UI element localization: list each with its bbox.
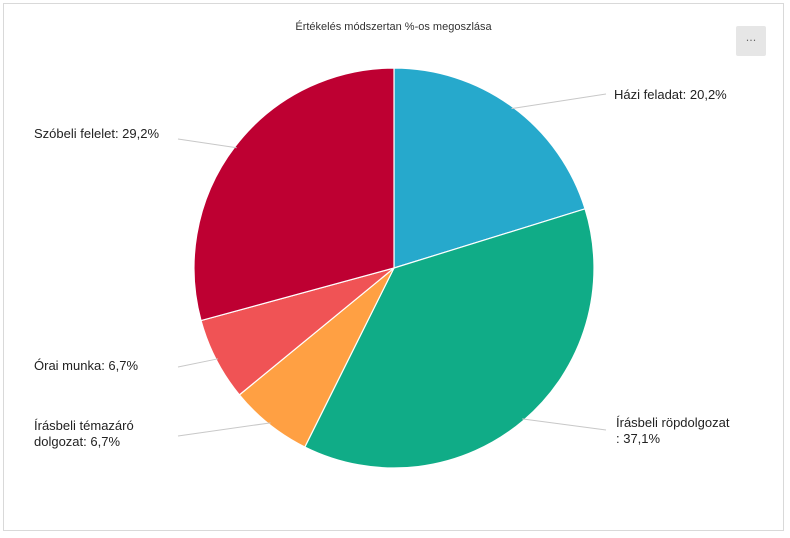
pie-slice-szóbeli-felelet[interactable] <box>193 67 395 322</box>
leader-line <box>522 418 607 431</box>
leader-line <box>177 422 271 437</box>
leader-line <box>511 93 607 110</box>
chart-menu-button[interactable]: ··· <box>736 26 766 56</box>
pie-slice-írásbeli-röpdolgozat[interactable] <box>303 208 595 469</box>
slice-label: Írásbeli témazáró dolgozat: 6,7% <box>34 418 134 449</box>
leader-line <box>177 138 237 149</box>
slice-label: Szóbeli felelet: 29,2% <box>34 126 159 141</box>
pie-slice-házi-feladat[interactable] <box>393 67 586 269</box>
chart-title: Értékelés módszertan %-os megoszlása <box>295 21 492 33</box>
slice-label: Írásbeli röpdolgozat: 37,1% <box>616 415 730 446</box>
slice-label: Házi feladat: 20,2% <box>614 87 727 102</box>
slice-label: Órai munka: 6,7% <box>34 358 138 373</box>
leader-line <box>177 358 219 368</box>
